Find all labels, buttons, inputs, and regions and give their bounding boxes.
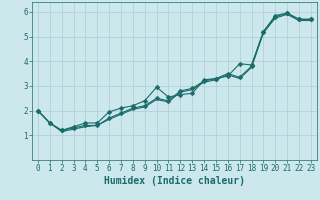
X-axis label: Humidex (Indice chaleur): Humidex (Indice chaleur) [104, 176, 245, 186]
